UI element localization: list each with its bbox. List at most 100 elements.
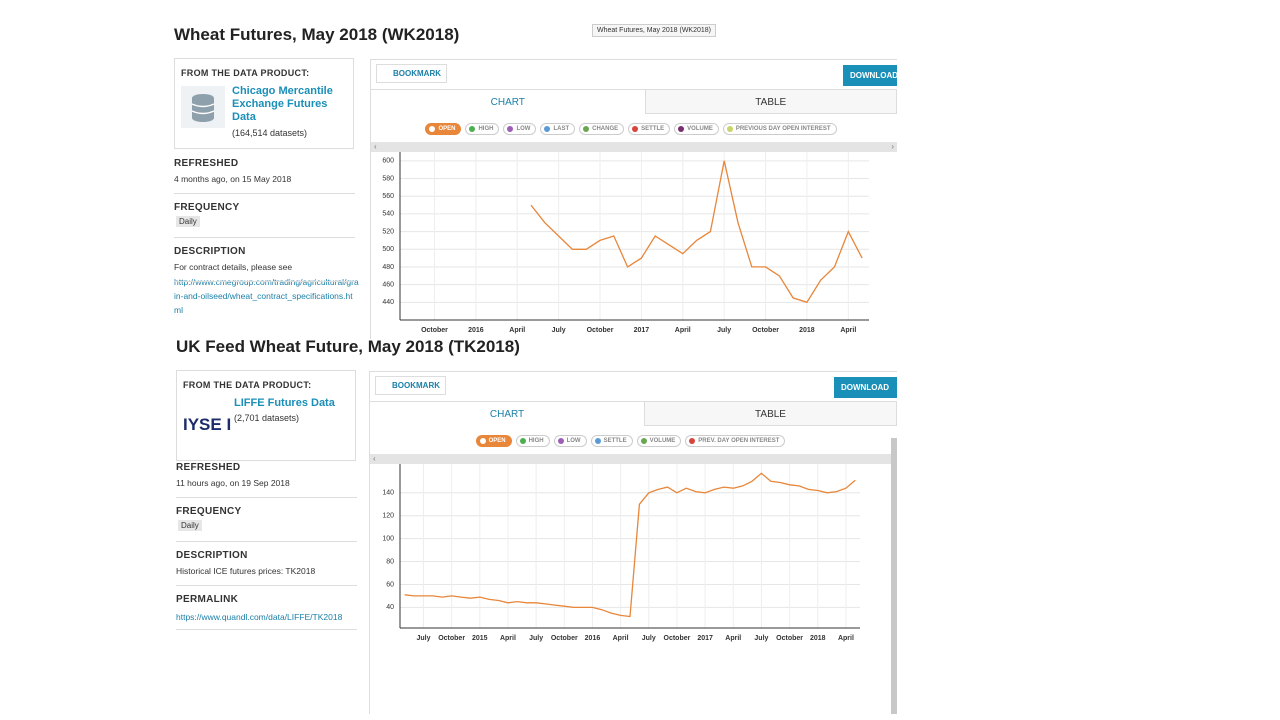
toggle-dot [583, 126, 590, 132]
section-text: Historical ICE futures prices: TK2018 [176, 566, 316, 576]
divider [174, 281, 355, 282]
divider [176, 541, 357, 542]
x-tick-label: July [754, 635, 768, 642]
y-tick-label: 580 [382, 175, 394, 182]
product-card: FROM THE DATA PRODUCT: Chicago Mercantile… [174, 58, 354, 149]
product-count: (164,514 datasets) [232, 128, 308, 138]
series-toggle[interactable]: LOW [553, 435, 587, 447]
section-heading: FREQUENCY [176, 506, 242, 517]
series-toggle[interactable]: LAST [540, 123, 576, 135]
section-heading: PERMALINK [176, 594, 239, 605]
toggle-dot [469, 126, 476, 132]
toggle-label: LOW [566, 438, 581, 444]
toggle-dot [479, 438, 486, 444]
x-tick-label: 2018 [799, 327, 815, 334]
series-toggle[interactable]: VOLUME [636, 435, 682, 447]
series-toggles: OPEN HIGH LOW SETTLE VOLUME PREV. DAY OPEN IN… [370, 435, 891, 447]
series-toggle[interactable]: PREVIOUS DAY OPEN INTEREST [722, 123, 837, 135]
toggle-label: LAST [553, 126, 570, 132]
x-tick-label: October [421, 327, 448, 334]
section-heading: REFRESHED [176, 462, 241, 473]
series-toggle[interactable]: SETTLE [628, 123, 671, 135]
y-tick-label: 140 [382, 490, 394, 497]
bookmark-button[interactable]: BOOKMARK [375, 376, 446, 395]
series-toggles: OPEN HIGH LOW LAST CHANGE SETTLE VOLUME PREVIOU… [371, 123, 891, 135]
series-toggle[interactable]: SETTLE [590, 435, 633, 447]
product-logo: IYSE I [183, 415, 232, 434]
section-link[interactable]: https://www.quandl.com/data/LIFFE/TK2018 [176, 612, 343, 622]
x-tick-label: July [642, 635, 656, 642]
toggle-dot [557, 438, 564, 444]
scroll-left[interactable]: ‹ [373, 454, 376, 463]
toggle-dot [594, 438, 601, 444]
y-tick-label: 40 [386, 604, 394, 611]
section-link[interactable]: http://www.cmegroup.com/trading/agricult… [174, 277, 359, 315]
series-toggle[interactable]: PREV. DAY OPEN INTEREST [685, 435, 786, 447]
x-tick-label: 2015 [472, 635, 488, 642]
x-tick-label: April [840, 327, 856, 334]
series-toggle[interactable]: CHANGE [579, 123, 625, 135]
y-tick-label: 600 [382, 158, 394, 165]
section-text: 11 hours ago, on 19 Sep 2018 [176, 478, 290, 488]
y-tick-label: 100 [382, 535, 394, 542]
bookmark-button[interactable]: BOOKMARK [376, 64, 447, 83]
toggle-label: PREVIOUS DAY OPEN INTEREST [735, 126, 831, 132]
toggle-label: OPEN [488, 438, 506, 444]
toggle-dot [429, 126, 436, 132]
price-line [404, 472, 856, 618]
product-icon [181, 86, 225, 128]
series-toggle[interactable]: VOLUME [674, 123, 719, 135]
scroll-right[interactable]: › [891, 142, 894, 151]
dataset-title: UK Feed Wheat Future, May 2018 (TK2018) [176, 337, 520, 356]
toggle-label: LOW [516, 126, 531, 132]
tab-chart[interactable]: CHART [371, 89, 645, 115]
tab-table[interactable]: TABLE [644, 89, 897, 114]
toggle-label: SETTLE [641, 126, 665, 132]
toggle-dot [678, 126, 685, 132]
series-toggle[interactable]: HIGH [515, 435, 550, 447]
y-tick-label: 560 [382, 193, 394, 200]
product-name[interactable]: Chicago Mercantile Exchange Futures Data [232, 85, 333, 123]
series-toggle[interactable]: HIGH [465, 123, 500, 135]
download-button[interactable]: DOWNLOAD [834, 377, 897, 398]
x-tick-label: October [664, 635, 691, 642]
product-heading: FROM THE DATA PRODUCT: [181, 68, 310, 78]
frequency-badge: Daily [176, 216, 200, 227]
y-tick-label: 500 [382, 246, 394, 253]
frequency-badge: Daily [178, 520, 202, 531]
toggle-dot [726, 126, 733, 132]
chart-panel: BOOKMARK DOWNLOAD CHART TABLE OPEN HIGH LOW SET… [369, 371, 897, 714]
vertical-scrollbar [891, 438, 897, 714]
section-heading: DESCRIPTION [174, 246, 246, 257]
y-tick-label: 60 [386, 581, 394, 588]
toggle-open[interactable]: OPEN [425, 123, 462, 135]
product-name[interactable]: LIFFE Futures Data [234, 397, 335, 409]
toggle-label: PREV. DAY OPEN INTEREST [698, 438, 780, 444]
divider [176, 629, 357, 630]
product-count: (2,701 datasets) [234, 413, 300, 423]
toggle-dot [544, 126, 551, 132]
price-line [530, 160, 863, 304]
y-tick-label: 440 [382, 299, 394, 306]
scroll-left[interactable]: ‹ [374, 142, 377, 151]
y-tick-label: 80 [386, 558, 394, 565]
toggle-label: HIGH [528, 438, 544, 444]
x-tick-label: October [776, 635, 803, 642]
tab-table[interactable]: TABLE [644, 401, 897, 426]
chart-panel: BOOKMARK DOWNLOAD CHART TABLE OPEN HIGH LOW LAS… [370, 59, 897, 339]
x-tick-label: 2017 [697, 635, 713, 642]
toggle-label: VOLUME [687, 126, 713, 132]
section-heading: DESCRIPTION [176, 550, 248, 561]
download-button[interactable]: DOWNLOAD [843, 65, 897, 86]
product-card: FROM THE DATA PRODUCT: IYSE I LIFFE Future… [176, 370, 356, 461]
toggle-label: HIGH [478, 126, 494, 132]
section-heading: REFRESHED [174, 158, 239, 169]
toggle-open[interactable]: OPEN [475, 435, 512, 447]
tab-chart[interactable]: CHART [370, 401, 645, 427]
x-tick-label: April [613, 635, 629, 642]
series-toggle[interactable]: LOW [503, 123, 537, 135]
toggle-label: SETTLE [603, 438, 627, 444]
scrollbar: ‹› [371, 142, 897, 152]
toggle-dot [519, 438, 526, 444]
toggle-dot [632, 126, 639, 132]
